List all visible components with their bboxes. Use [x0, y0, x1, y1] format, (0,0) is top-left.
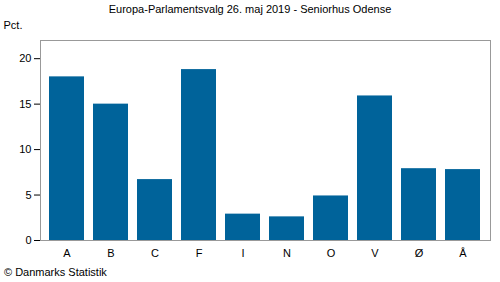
svg-text:V: V [371, 247, 379, 259]
svg-text:0: 0 [25, 234, 31, 246]
svg-text:A: A [63, 247, 71, 259]
svg-text:15: 15 [19, 98, 31, 110]
svg-text:I: I [241, 247, 244, 259]
svg-text:C: C [151, 247, 159, 259]
svg-text:F: F [196, 247, 203, 259]
svg-text:20: 20 [19, 52, 31, 64]
svg-text:5: 5 [25, 189, 31, 201]
svg-text:Pct.: Pct. [4, 19, 23, 31]
svg-text:N: N [283, 247, 291, 259]
svg-text:O: O [327, 247, 336, 259]
svg-text:10: 10 [19, 143, 31, 155]
svg-text:B: B [107, 247, 114, 259]
html-text:Europa-Parlamentsvalg 26. maj: Europa-Parlamentsvalg 26. maj 2019 - Sen… [108, 3, 392, 15]
svg-text:Å: Å [459, 247, 467, 259]
html-text:© Danmarks Statistik: © Danmarks Statistik [4, 266, 107, 278]
svg-text:Ø: Ø [415, 247, 424, 259]
